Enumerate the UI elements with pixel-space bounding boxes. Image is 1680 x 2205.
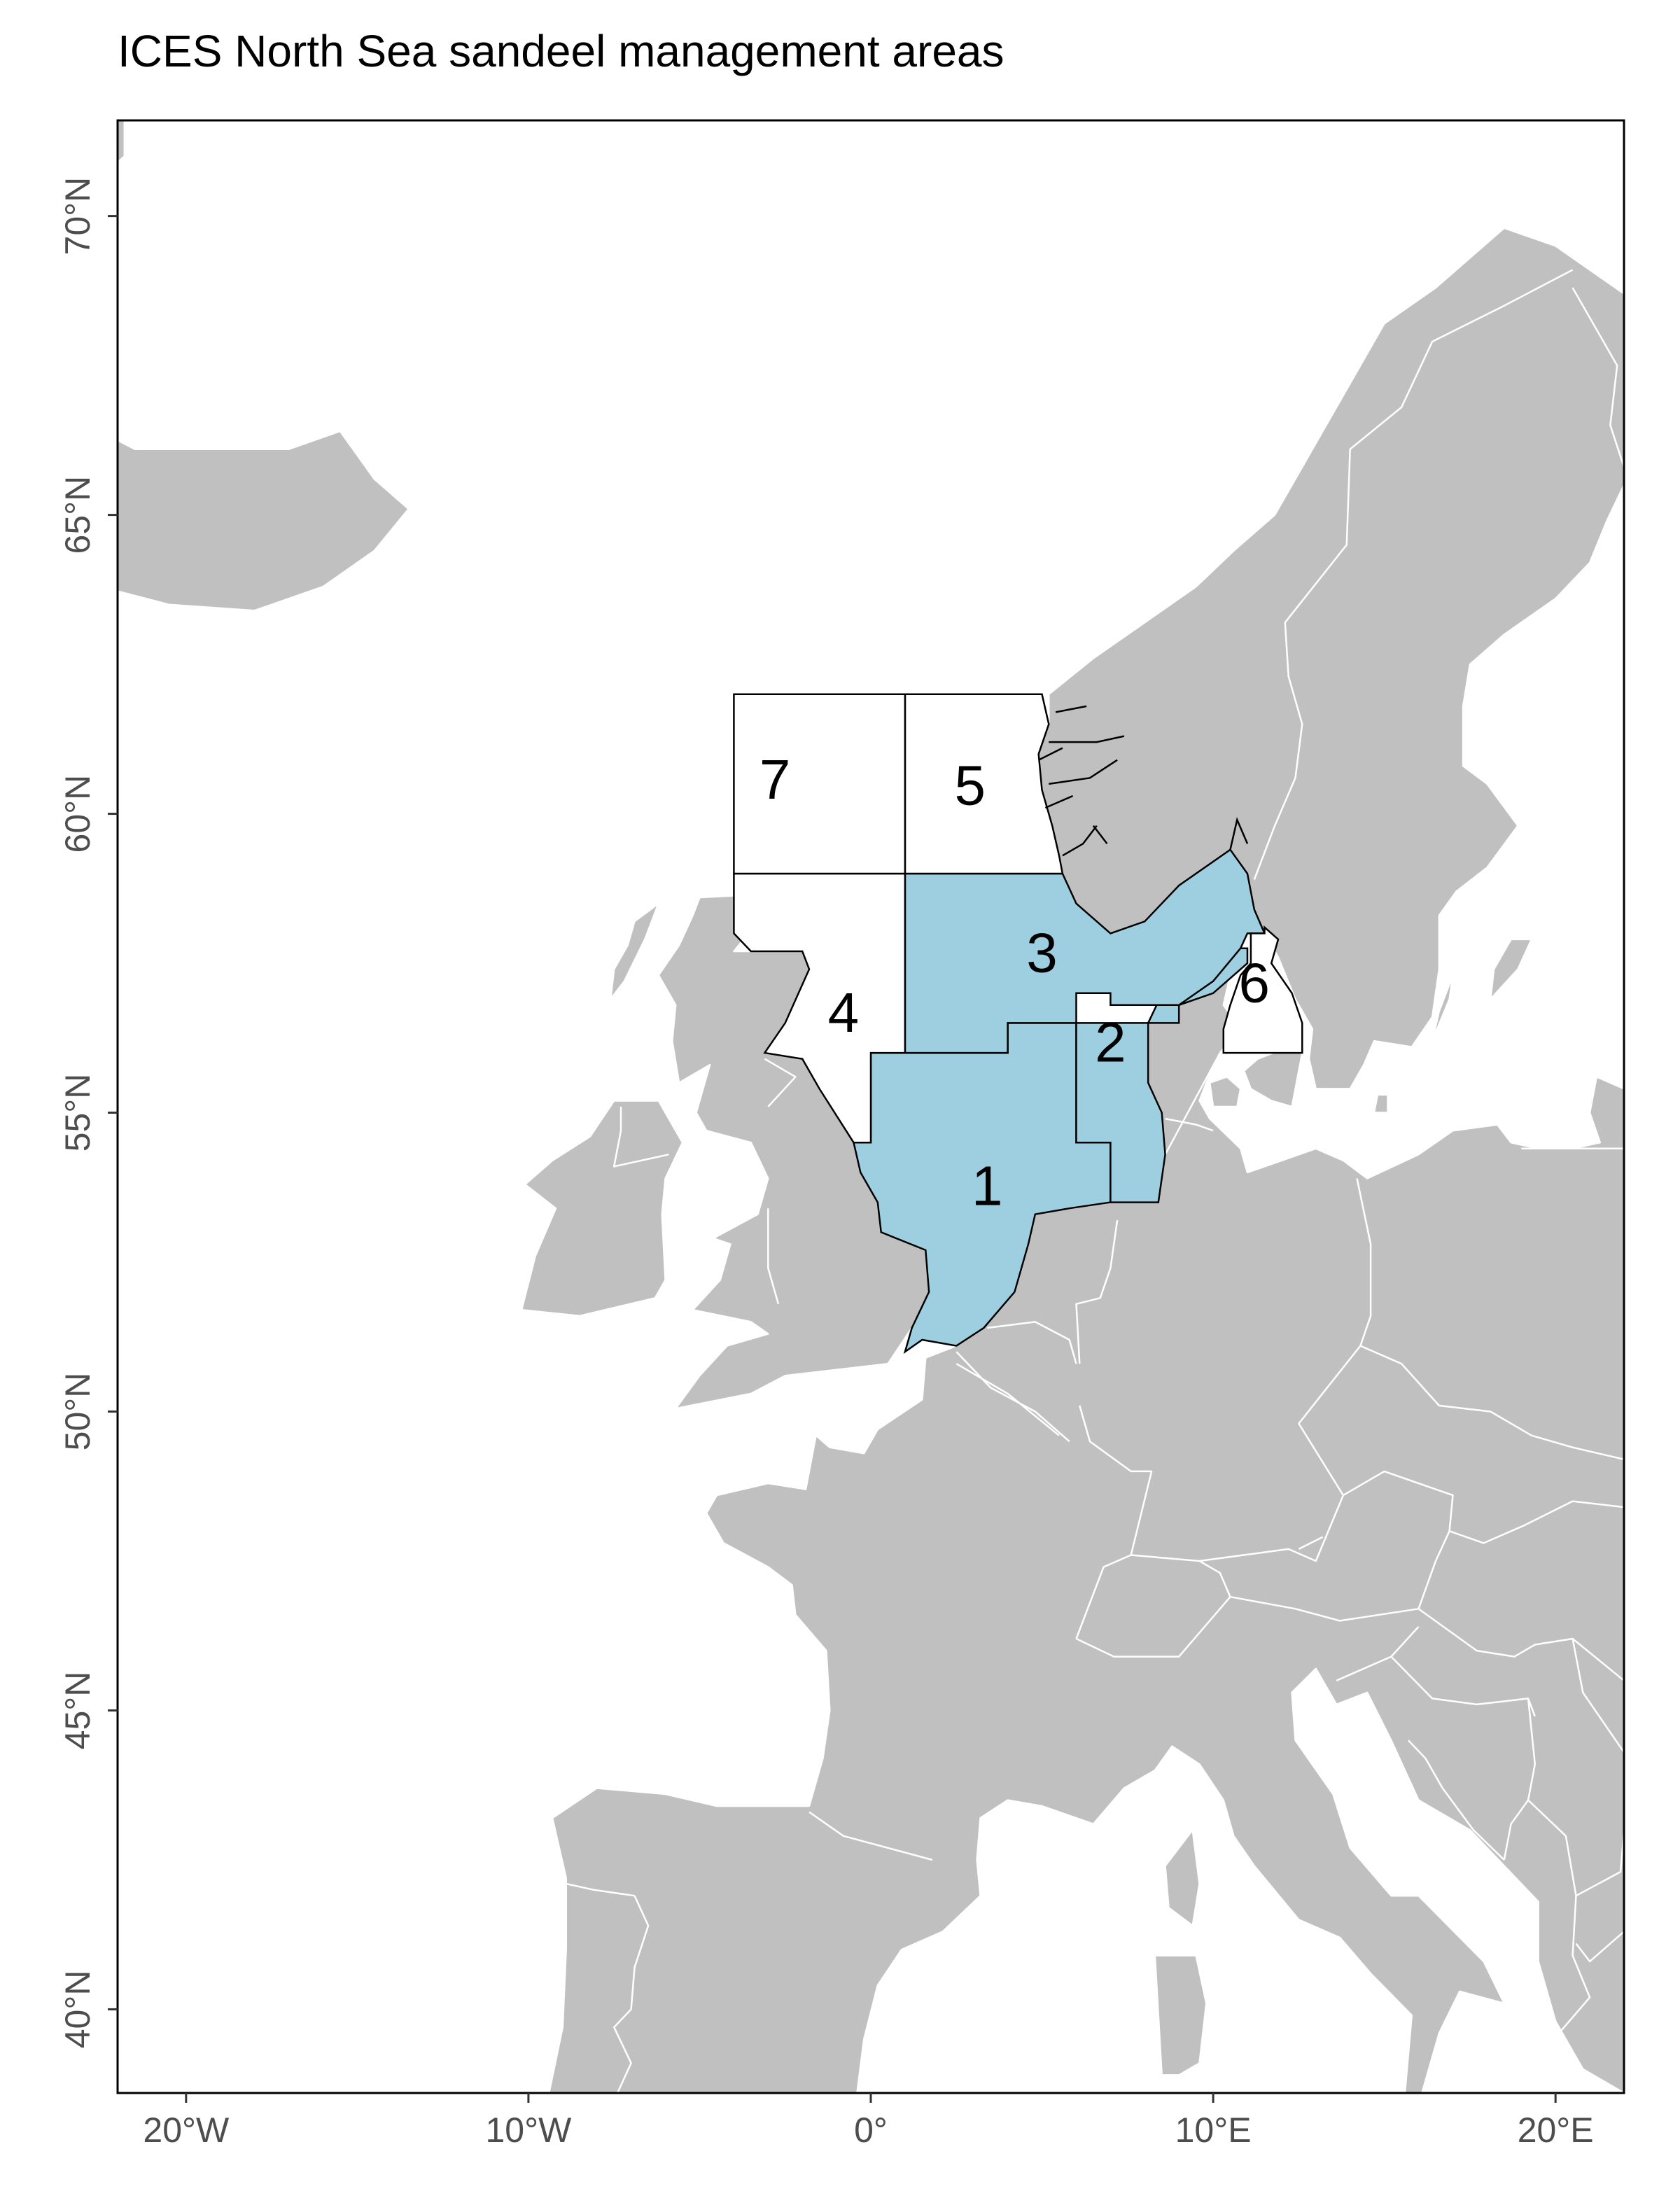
y-tick-label: 40°N	[58, 1970, 97, 2049]
management-areas-layer	[733, 693, 1303, 1354]
area-label-3: 3	[1026, 922, 1058, 984]
country-border	[987, 1321, 1077, 1364]
country-border	[1199, 1470, 1454, 1622]
x-tick-label: 20°W	[143, 2110, 230, 2150]
axes-layer: 20°W 10°W 0° 10°E 20°E40°N45°N50°N55°N60°N65…	[58, 177, 1594, 2150]
land-ireland	[520, 1100, 684, 1317]
coastline-detail-layer	[1038, 705, 1249, 857]
country-border	[1418, 1608, 1624, 1681]
land-greenland-edge	[118, 120, 126, 164]
y-tick-label: 55°N	[58, 1074, 97, 1152]
fjord-coastline	[1038, 747, 1063, 761]
management-area-7	[733, 693, 906, 875]
x-tick-label: 20°E	[1518, 2110, 1594, 2150]
country-border	[1572, 287, 1624, 468]
country-border	[764, 1058, 797, 1107]
country-border	[612, 1895, 650, 2093]
land-corsica	[1164, 1829, 1200, 1927]
management-area-3	[904, 848, 1266, 1054]
country-border	[1527, 1799, 1591, 2034]
area-label-2: 2	[1095, 1011, 1126, 1074]
land-funen	[1208, 1076, 1242, 1108]
fjord-coastline	[1062, 825, 1098, 857]
area-label-7: 7	[760, 748, 791, 811]
country-border	[1298, 1178, 1372, 1496]
land-sardinia	[1154, 1954, 1208, 2076]
land-hebrides	[610, 902, 660, 1000]
land-gotland	[1490, 938, 1533, 1000]
land-iceland	[118, 430, 410, 612]
country-border	[767, 1208, 780, 1305]
management-area-6	[1222, 925, 1303, 1054]
country-border	[566, 1882, 635, 1897]
y-tick-label: 45°N	[58, 1672, 97, 1750]
land-bornholm	[1373, 1093, 1389, 1114]
country-border	[1575, 1931, 1624, 1963]
y-tick-label: 50°N	[58, 1373, 97, 1451]
country-border	[1449, 1500, 1624, 1544]
country-border	[1575, 1830, 1624, 1897]
y-tick-label: 60°N	[58, 775, 97, 853]
country-border	[955, 1363, 1060, 1436]
country-border	[1253, 269, 1574, 880]
country-border	[612, 1107, 669, 1168]
country-border	[1390, 1656, 1536, 1717]
land-oland	[1431, 974, 1454, 1042]
country-border	[808, 1811, 933, 1861]
country-border	[1079, 1405, 1153, 1555]
country-border	[1075, 1554, 1231, 1658]
country-border	[1407, 1740, 1505, 1861]
fjord-coastline	[1055, 705, 1087, 713]
fjord-coastline	[1049, 735, 1125, 743]
fjord-coastline	[1044, 794, 1074, 809]
country-border	[1359, 1345, 1624, 1461]
area-label-4: 4	[828, 981, 860, 1044]
land-layer	[118, 120, 1624, 2093]
fjord-coastline	[1049, 759, 1118, 785]
y-tick-label: 70°N	[58, 177, 97, 255]
country-border	[1075, 1220, 1119, 1364]
area-label-6: 6	[1239, 951, 1270, 1014]
y-tick-label: 65°N	[58, 476, 97, 554]
country-border	[955, 1351, 1070, 1443]
land-continent	[548, 1051, 1624, 2093]
x-tick-label: 10°W	[486, 2110, 573, 2150]
map-title: ICES North Sea sandeel management areas	[118, 26, 1004, 76]
area-label-5: 5	[955, 755, 986, 817]
management-area-4	[733, 872, 906, 1144]
area-label-1: 1	[972, 1155, 1003, 1217]
country-border	[1298, 1536, 1324, 1550]
land-finland	[1623, 789, 1624, 887]
fjord-coastline	[1092, 825, 1108, 845]
x-tick-label: 10°E	[1175, 2110, 1252, 2150]
country-border	[1572, 1638, 1624, 1754]
x-tick-label: 0°	[854, 2110, 888, 2150]
fjord-coastline	[1229, 817, 1249, 850]
country-border	[1165, 1117, 1214, 1132]
